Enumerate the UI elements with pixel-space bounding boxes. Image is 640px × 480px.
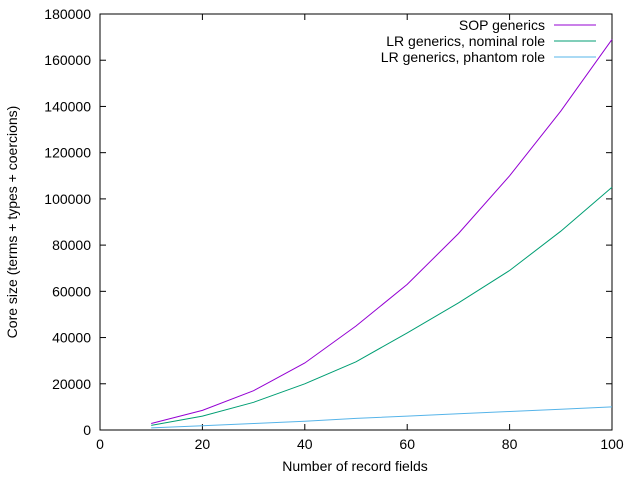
legend-label: SOP generics: [459, 17, 545, 33]
series-line-2: [151, 186, 613, 426]
x-tick-label: 80: [502, 436, 518, 452]
series-line-3: [151, 406, 613, 429]
x-tick-label: 100: [600, 436, 624, 452]
x-axis-label: Number of record fields: [282, 458, 428, 474]
y-tick-label: 40000: [52, 330, 91, 346]
x-tick-label: 40: [297, 436, 313, 452]
y-axis-ticks: 0 20000 40000 60000 80000 100000 120000 140000 1…: [44, 6, 612, 438]
y-tick-label: 100000: [44, 191, 91, 207]
y-tick-label: 140000: [44, 98, 91, 114]
x-tick-label: 0: [96, 436, 104, 452]
x-tick-label: 20: [195, 436, 211, 452]
x-axis-ticks: 0 20 40 60 80 100: [96, 14, 624, 452]
y-tick-label: 60000: [52, 283, 91, 299]
plot-border: [99, 13, 613, 431]
series-line-1: [151, 39, 613, 424]
y-axis-label: Core size (terms + types + coercions): [4, 106, 20, 339]
y-tick-label: 180000: [44, 6, 91, 22]
axes: [99, 13, 613, 431]
legend-label: LR generics, phantom role: [381, 49, 545, 65]
series-lines: [151, 39, 613, 429]
x-tick-label: 60: [399, 436, 415, 452]
y-tick-label: 160000: [44, 52, 91, 68]
y-tick-label: 0: [83, 422, 91, 438]
y-tick-label: 20000: [52, 376, 91, 392]
legend-label: LR generics, nominal role: [386, 33, 545, 49]
y-tick-label: 120000: [44, 145, 91, 161]
y-tick-label: 80000: [52, 237, 91, 253]
